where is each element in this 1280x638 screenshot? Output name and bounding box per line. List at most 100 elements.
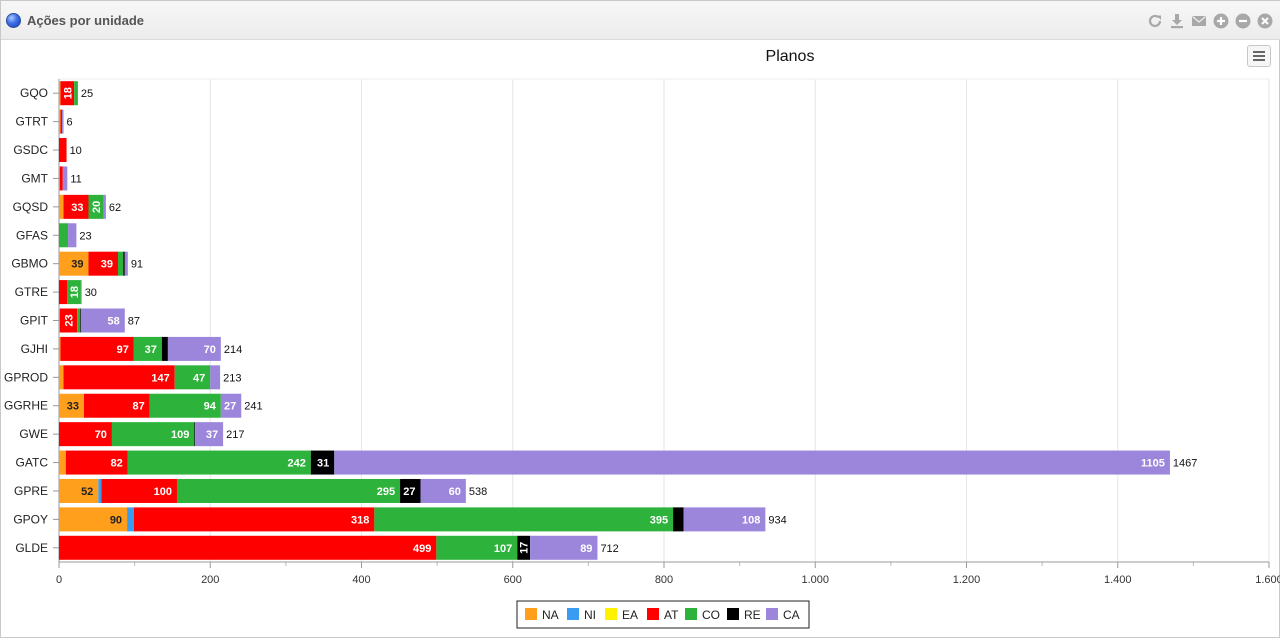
bar-segment-at (101, 478, 177, 503)
bar-segment-na (59, 393, 84, 418)
window-titlebar: Ações por unidade (1, 1, 1280, 40)
data-label: 295 (377, 486, 395, 498)
data-label: 37 (206, 429, 218, 441)
category-label: GMT (21, 171, 48, 185)
legend-swatch-re (727, 608, 739, 620)
bar-segment-ca (80, 308, 125, 333)
category-label: GTRT (16, 115, 49, 129)
data-label: 147 (151, 372, 169, 384)
bar-segment-at (63, 194, 89, 219)
total-label: 6 (67, 117, 73, 129)
bar-segment-co (77, 308, 81, 333)
data-label: 107 (494, 543, 512, 555)
bar-segment-at (59, 166, 63, 191)
bar-segment-ca (683, 507, 766, 532)
data-label: 20 (91, 201, 103, 213)
data-label: 87 (133, 401, 145, 413)
data-label: 499 (413, 543, 431, 555)
data-label: 1105 (1141, 458, 1165, 470)
chart-menu-button[interactable] (1247, 45, 1271, 67)
x-tick-label: 200 (201, 574, 219, 586)
data-label: 47 (193, 372, 205, 384)
data-label: 97 (117, 344, 129, 356)
bar-segment-na (59, 450, 66, 475)
x-tick-label: 1.200 (953, 574, 981, 586)
bar-segment-ca (103, 194, 106, 219)
data-label: 18 (69, 286, 81, 298)
total-label: 217 (226, 429, 244, 441)
legend-label: RE (744, 608, 761, 622)
legend-label: NA (542, 608, 559, 622)
bar-segment-at (63, 365, 175, 390)
bar-segment-ca (124, 251, 128, 276)
x-tick-label: 0 (56, 574, 62, 586)
total-label: 23 (79, 230, 91, 242)
category-label: GFAS (16, 228, 48, 242)
bar-segment-at (83, 393, 150, 418)
bar-segment-ca (167, 336, 221, 361)
bar-segment-re (161, 336, 168, 361)
maximize-icon[interactable] (1212, 12, 1229, 29)
bar-segment-co (111, 422, 195, 447)
data-label: 109 (171, 429, 189, 441)
total-label: 1467 (1173, 458, 1197, 470)
category-label: GSDC (13, 143, 48, 157)
total-label: 214 (224, 344, 242, 356)
category-label: GPROD (4, 370, 48, 384)
bar-segment-co (133, 336, 162, 361)
data-label: 52 (81, 486, 93, 498)
legend-swatch-na (525, 608, 537, 620)
total-label: 241 (244, 401, 262, 413)
mail-icon[interactable] (1190, 12, 1207, 29)
bar-segment-na (59, 507, 128, 532)
bar-segment-co (436, 535, 518, 560)
data-label: 395 (650, 514, 668, 526)
total-label: 934 (768, 514, 786, 526)
data-label: 33 (67, 401, 79, 413)
data-label: 89 (580, 543, 592, 555)
refresh-icon[interactable] (1146, 12, 1163, 29)
globe-icon (6, 13, 21, 28)
bar-segment-re (310, 450, 335, 475)
total-label: 91 (131, 259, 143, 271)
category-label: GQSD (13, 200, 49, 214)
category-label: GPIT (20, 314, 49, 328)
data-label: 242 (287, 458, 305, 470)
legend-label: EA (622, 608, 638, 622)
total-label: 213 (223, 372, 241, 384)
bar-segment-na (59, 166, 60, 191)
data-label: 27 (224, 401, 236, 413)
legend-swatch-co (685, 608, 697, 620)
legend-label: AT (664, 608, 679, 622)
total-label: 538 (469, 486, 487, 498)
bar-segment-ca (62, 109, 64, 134)
bar-segment-re (194, 422, 196, 447)
bar-segment-co (374, 507, 674, 532)
bar-segment-at (59, 422, 112, 447)
data-label: 37 (145, 344, 157, 356)
data-label: 33 (71, 202, 83, 214)
bar-segment-co (127, 450, 311, 475)
download-icon[interactable] (1168, 12, 1185, 29)
bar-segment-co (88, 194, 104, 219)
bar-segment-re (400, 478, 421, 503)
bar-segment-co (149, 393, 221, 418)
bar-segment-ca (68, 223, 77, 248)
data-label: 31 (317, 458, 329, 470)
data-label: 90 (110, 514, 122, 526)
category-label: GGRHE (4, 399, 48, 413)
legend-label: NI (584, 608, 596, 622)
data-label: 82 (111, 458, 123, 470)
close-icon[interactable] (1256, 12, 1273, 29)
total-label: 11 (70, 173, 81, 185)
legend (516, 600, 810, 629)
bar-segment-re (517, 535, 531, 560)
bar-segment-na (59, 478, 99, 503)
data-label: 94 (204, 401, 217, 413)
bar-segment-ca (220, 393, 242, 418)
bar-segment-co (176, 478, 401, 503)
minimize-icon[interactable] (1234, 12, 1251, 29)
category-label: GWE (19, 427, 48, 441)
data-label: 70 (204, 344, 216, 356)
